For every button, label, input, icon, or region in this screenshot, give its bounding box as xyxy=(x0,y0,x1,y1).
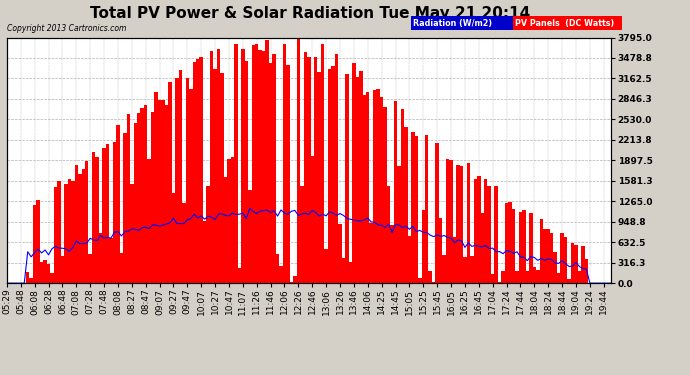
Text: Radiation (W/m2): Radiation (W/m2) xyxy=(413,19,493,28)
Text: Total PV Power & Solar Radiation Tue May 21 20:14: Total PV Power & Solar Radiation Tue May… xyxy=(90,6,531,21)
Text: PV Panels  (DC Watts): PV Panels (DC Watts) xyxy=(515,19,615,28)
Text: Copyright 2013 Cartronics.com: Copyright 2013 Cartronics.com xyxy=(7,24,126,33)
